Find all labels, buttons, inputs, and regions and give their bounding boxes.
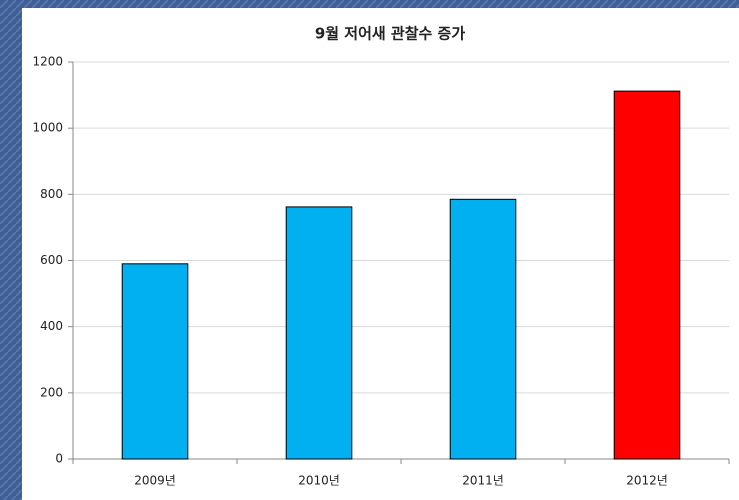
x-tick-label: 2010년 bbox=[298, 474, 340, 488]
y-tick-label: 600 bbox=[40, 253, 63, 267]
x-tick-label: 2011년 bbox=[462, 474, 504, 488]
y-tick-label: 800 bbox=[40, 187, 63, 201]
y-tick-label: 1200 bbox=[32, 55, 63, 69]
y-tick-label: 0 bbox=[55, 452, 63, 466]
y-tick-label: 400 bbox=[40, 319, 63, 333]
bar bbox=[285, 206, 353, 460]
y-tick-label: 1000 bbox=[32, 121, 63, 135]
y-tick-label: 200 bbox=[40, 385, 63, 399]
x-tick-label: 2012년 bbox=[626, 474, 668, 488]
bar bbox=[449, 198, 517, 460]
x-tick-label: 2009년 bbox=[134, 474, 176, 488]
chart-title: 9월 저어새 관찰수 증가 bbox=[315, 25, 466, 43]
bar bbox=[613, 90, 681, 460]
bar bbox=[121, 263, 189, 460]
